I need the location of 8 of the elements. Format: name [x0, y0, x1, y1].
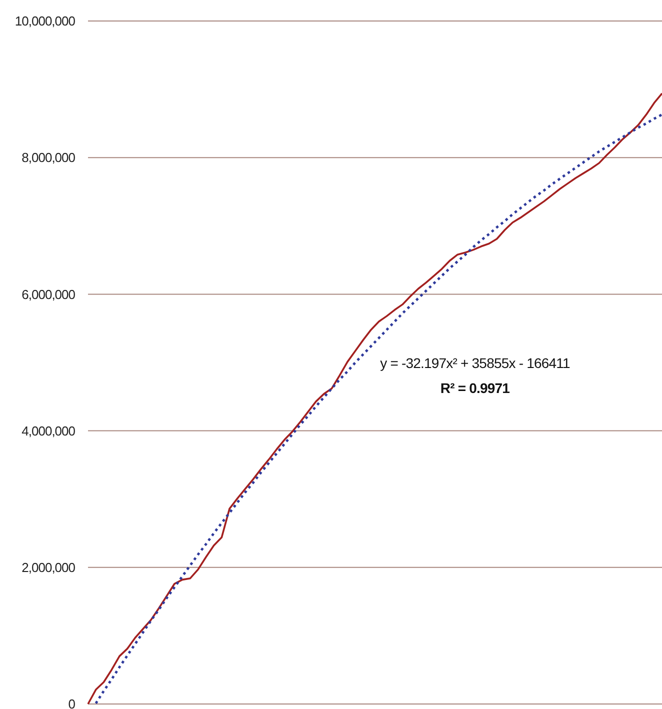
y-tick-label: 10,000,000 [14, 14, 76, 29]
annotation: R² = 0.9971 [440, 380, 510, 396]
y-tick-label: 2,000,000 [22, 560, 76, 575]
y-tick-label: 8,000,000 [22, 150, 76, 166]
annotation: y = -32.197x² + 35855x - 166411 [380, 355, 570, 371]
y-tick-label: 6,000,000 [22, 286, 76, 302]
y-tick-label: 4,000,000 [22, 423, 76, 438]
y-tick-label: 0 [68, 696, 76, 709]
